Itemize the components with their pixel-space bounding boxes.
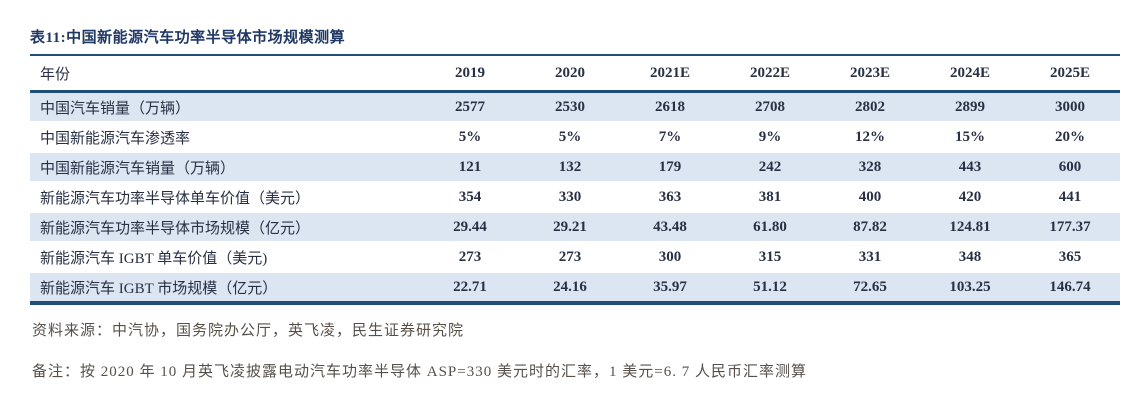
source-line: 资料来源：中汽协，国务院办公厅，英飞凌，民生证券研究院 [32,323,465,339]
row-label: 中国新能源汽车销量（万辆） [30,152,420,183]
table-cell: 300 [620,242,720,273]
table-cell: 365 [1020,242,1120,273]
table-cell: 443 [920,152,1020,183]
row-label: 新能源汽车 IGBT 市场规模（亿元） [30,272,420,304]
col-header-2022e: 2022E [720,55,820,93]
table-cell: 2577 [420,91,520,123]
table-row-nev-sales: 中国新能源汽车销量（万辆） 121 132 179 242 328 443 60… [30,152,1120,183]
table-cell: 5% [420,122,520,153]
market-size-table: 年份 2019 2020 2021E 2022E 2023E 2024E 202… [30,54,1120,305]
col-header-2025e: 2025E [1020,55,1120,93]
table-cell: 43.48 [620,212,720,243]
table-cell: 2899 [920,91,1020,123]
table-cell: 2802 [820,91,920,123]
table-cell: 103.25 [920,272,1020,304]
table-cell: 72.65 [820,272,920,304]
row-label: 新能源汽车 IGBT 单车价值（美元) [30,242,420,273]
table-cell: 87.82 [820,212,920,243]
table-cell: 177.37 [1020,212,1120,243]
table-cell: 354 [420,182,520,213]
col-header-2019: 2019 [420,55,520,93]
table-title: 表11:中国新能源汽车功率半导体市场规模测算 [30,30,346,46]
table-cell: 132 [520,152,620,183]
table-cell: 420 [920,182,1020,213]
note-line: 备注：按 2020 年 10 月英飞凌披露电动汽车功率半导体 ASP=330 美… [32,364,807,380]
table-cell: 242 [720,152,820,183]
table-cell: 2708 [720,91,820,123]
table-row-igbt-value-per-car: 新能源汽车 IGBT 单车价值（美元) 273 273 300 315 331 … [30,242,1120,273]
table-cell: 35.97 [620,272,720,304]
table-cell: 363 [620,182,720,213]
header-row: 年份 2019 2020 2021E 2022E 2023E 2024E 202… [30,55,1120,93]
table-cell: 441 [1020,182,1120,213]
col-header-2023e: 2023E [820,55,920,93]
table-cell: 29.21 [520,212,620,243]
row-label: 中国新能源汽车渗透率 [30,122,420,153]
table-cell: 400 [820,182,920,213]
table-cell: 51.12 [720,272,820,304]
col-header-2024e: 2024E [920,55,1020,93]
table-cell: 24.16 [520,272,620,304]
table-cell: 3000 [1020,91,1120,123]
row-label: 中国汽车销量（万辆） [30,91,420,123]
table-cell: 600 [1020,152,1120,183]
table-cell: 179 [620,152,720,183]
table-cell: 273 [520,242,620,273]
table-cell: 15% [920,122,1020,153]
table-cell: 331 [820,242,920,273]
table-cell: 121 [420,152,520,183]
table-cell: 348 [920,242,1020,273]
table-cell: 7% [620,122,720,153]
table-cell: 273 [420,242,520,273]
row-label: 新能源汽车功率半导体市场规模（亿元） [30,212,420,243]
table-row-china-auto-sales: 中国汽车销量（万辆） 2577 2530 2618 2708 2802 2899… [30,91,1120,123]
table-row-nev-penetration: 中国新能源汽车渗透率 5% 5% 7% 9% 12% 15% 20% [30,122,1120,153]
table-cell: 124.81 [920,212,1020,243]
table-cell: 20% [1020,122,1120,153]
table-cell: 315 [720,242,820,273]
col-header-2020: 2020 [520,55,620,93]
table-cell: 328 [820,152,920,183]
table-cell: 12% [820,122,920,153]
col-header-year: 年份 [30,55,420,93]
table-cell: 330 [520,182,620,213]
table-cell: 22.71 [420,272,520,304]
table-cell: 146.74 [1020,272,1120,304]
table-cell: 61.80 [720,212,820,243]
table-row-igbt-market-size: 新能源汽车 IGBT 市场规模（亿元） 22.71 24.16 35.97 51… [30,272,1120,304]
table-row-power-semi-value-per-car: 新能源汽车功率半导体单车价值（美元） 354 330 363 381 400 4… [30,182,1120,213]
table-cell: 2618 [620,91,720,123]
table-cell: 381 [720,182,820,213]
table-cell: 29.44 [420,212,520,243]
table-cell: 2530 [520,91,620,123]
col-header-2021e: 2021E [620,55,720,93]
table-cell: 5% [520,122,620,153]
row-label: 新能源汽车功率半导体单车价值（美元） [30,182,420,213]
table-row-power-semi-market-size: 新能源汽车功率半导体市场规模（亿元） 29.44 29.21 43.48 61.… [30,212,1120,243]
table-cell: 9% [720,122,820,153]
